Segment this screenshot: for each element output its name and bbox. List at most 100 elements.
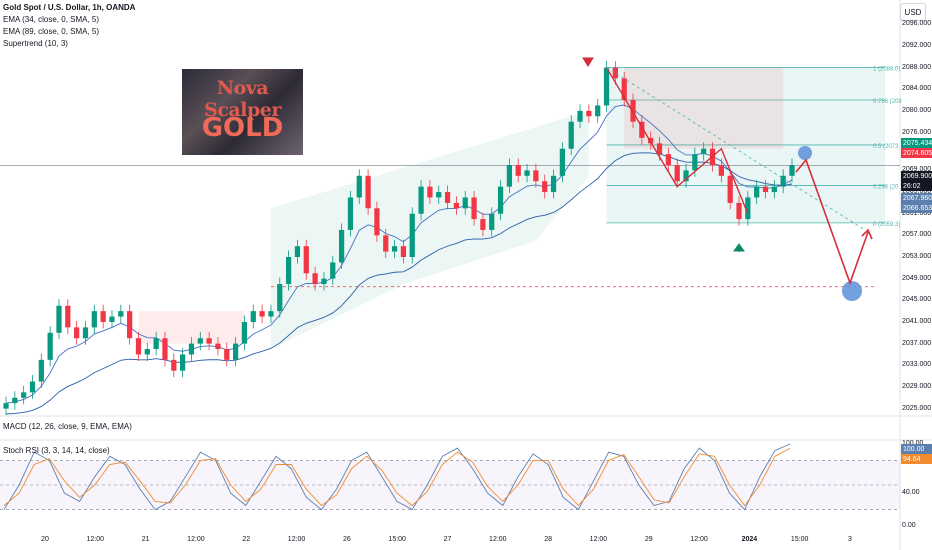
price-tick-label: 2053.000: [902, 253, 932, 260]
candle-body: [480, 219, 486, 230]
down-marker-arrow: [582, 57, 594, 67]
candle-body: [789, 164, 795, 176]
candle-body: [418, 186, 424, 214]
candle-body: [259, 311, 265, 317]
candle-body: [74, 327, 80, 339]
time-tick-label: 12:00: [489, 536, 507, 543]
candle-body: [665, 154, 671, 165]
candle-body: [771, 186, 777, 193]
time-tick-label: 12:00: [690, 536, 708, 543]
fib-level-label: 0.5 (2073.: [873, 144, 900, 150]
candle-body: [656, 143, 663, 155]
candle-body: [277, 284, 283, 312]
candle-body: [268, 311, 274, 317]
candle-body: [338, 229, 345, 263]
candle-body: [3, 403, 9, 409]
time-tick-label: 12:00: [287, 536, 306, 543]
candle-body: [427, 186, 433, 198]
candle-body: [409, 213, 415, 258]
candle-body: [692, 154, 698, 171]
fib-level-label: 0.236 (20: [873, 185, 899, 191]
price-tick-label: 2033.000: [902, 361, 932, 369]
candle-body: [365, 175, 371, 209]
candle-body: [232, 343, 239, 360]
candle-body: [489, 213, 495, 230]
price-tick-label: 2069.000: [902, 166, 932, 174]
candle-body: [100, 311, 106, 322]
candle-body: [736, 202, 742, 220]
stoch-d-line: [3, 447, 791, 507]
candle-body: [727, 175, 733, 203]
candle-body: [462, 197, 468, 209]
candle-body: [135, 338, 142, 355]
candle-body: [595, 105, 601, 117]
projection-arrowhead: [861, 228, 873, 240]
stoch-d-tag: 94.64: [901, 454, 932, 464]
candle-body: [471, 197, 477, 220]
stoch-tick-label: 40.00: [902, 489, 920, 497]
candle-body: [118, 311, 124, 317]
price-tick-label: 2088.000: [902, 63, 932, 71]
candle-body: [162, 338, 168, 360]
candle-body: [621, 78, 627, 101]
logo-line1: Nova Scalper: [204, 77, 281, 121]
time-tick-label: 22: [242, 536, 251, 543]
candle-body: [144, 349, 150, 355]
time-tick-label: 26: [342, 536, 351, 543]
candle-body: [215, 343, 221, 350]
candle-body: [533, 170, 539, 182]
fib-level-label: 0 (2059.3): [873, 222, 900, 228]
candle-body: [153, 338, 159, 350]
candle-body: [542, 181, 548, 193]
target-circle-top: [798, 146, 812, 160]
candle-body: [701, 148, 707, 155]
time-tick-label: 20: [41, 536, 49, 543]
price-tag-countdown: 26:02: [901, 181, 932, 191]
up-marker-arrow: [733, 243, 745, 252]
price-tag-low: 2066.653: [901, 203, 932, 213]
time-tick-label: 27: [443, 536, 452, 543]
candle-body: [374, 208, 380, 236]
candle-body: [568, 121, 574, 149]
ema89-line: [5, 152, 793, 415]
price-tick-label: 2029.000: [902, 382, 932, 390]
supertrend-up-zone: [270, 110, 589, 350]
time-tick-label: 15:00: [388, 536, 406, 543]
candle-body: [762, 186, 769, 193]
logo-line2: GOLD: [201, 113, 284, 143]
time-tick-label: 15:00: [790, 536, 809, 543]
candle-body: [285, 257, 292, 285]
currency-button[interactable]: USD: [900, 3, 926, 21]
candle-body: [312, 273, 318, 285]
candle-body: [91, 311, 97, 328]
price-tick-label: 2076.000: [902, 128, 932, 136]
candle-body: [754, 186, 760, 198]
chart-legend-title: Gold Spot / U.S. Dollar, 1h, OANDA: [3, 3, 136, 12]
candle-body: [180, 354, 186, 371]
time-tick-label: 29: [644, 536, 653, 543]
candle-body: [683, 170, 689, 182]
legend-supertrend: Supertrend (10, 3): [3, 39, 68, 48]
fib-level-label: 0.786 (208: [873, 99, 902, 105]
time-tick-label: 3: [848, 536, 852, 543]
price-tick-label: 2057.000: [902, 231, 932, 239]
nova-scalper-logo: Nova Scalper GOLD: [182, 69, 303, 155]
ema34-line: [5, 104, 793, 404]
candle-body: [241, 321, 248, 344]
stoch-k-line: [3, 443, 791, 511]
candle-body: [550, 175, 557, 193]
price-tick-label: 2092.000: [902, 41, 932, 49]
candle-body: [400, 246, 407, 258]
price-tick-label: 2061.000: [902, 209, 932, 217]
candle-body: [674, 164, 680, 182]
time-tick-label: 12:00: [86, 536, 105, 543]
candle-body: [330, 262, 336, 279]
candle-body: [612, 67, 618, 79]
candle-body: [65, 305, 71, 328]
price-tick-label: 2037.000: [902, 339, 932, 347]
time-tick-label: 12:00: [187, 536, 205, 543]
target-circle-bottom: [842, 281, 862, 301]
candle-body: [603, 67, 610, 106]
legend-ema89: EMA (89, close, 0, SMA, 5): [3, 27, 100, 36]
